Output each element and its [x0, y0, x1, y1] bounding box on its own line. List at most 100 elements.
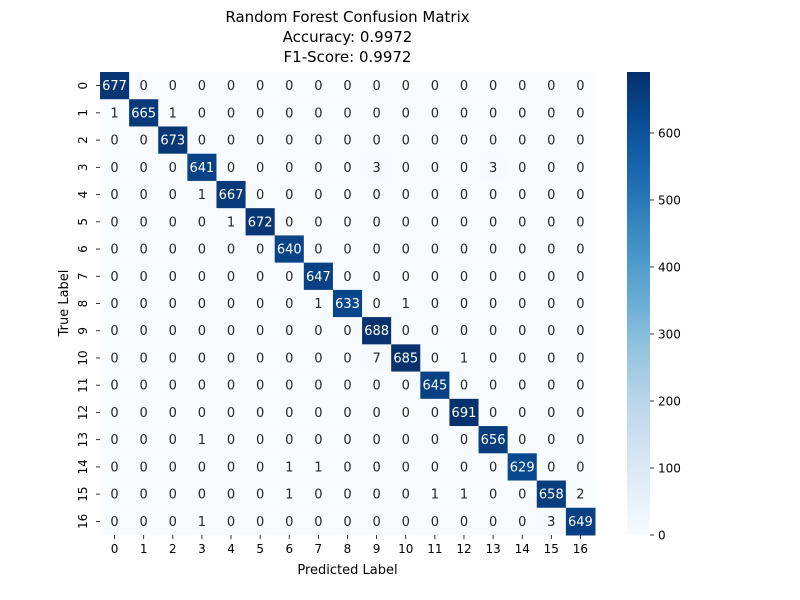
- cell-value-label: 0: [372, 215, 380, 230]
- heatmap-cell: [129, 126, 159, 155]
- cell-value-label: 0: [547, 433, 555, 448]
- heatmap-cell: [507, 480, 538, 509]
- cell-value-label: 0: [576, 433, 584, 448]
- cell-value-label: 0: [110, 488, 118, 503]
- heatmap-cell: [332, 72, 363, 100]
- heatmap-cell: [362, 426, 392, 454]
- cell-value-label: 0: [576, 215, 584, 230]
- heatmap-cell: [100, 344, 130, 373]
- heatmap-cell: [536, 480, 567, 509]
- heatmap-cell: [245, 72, 276, 100]
- heatmap-cell: [274, 262, 305, 291]
- heatmap-cell: [274, 398, 305, 427]
- x-tick-label: 12: [456, 542, 471, 556]
- cell-value-label: 0: [227, 433, 235, 448]
- cell-value-label: 0: [227, 134, 235, 149]
- cell-value-label: 0: [489, 79, 497, 94]
- cell-value-label: 0: [110, 460, 118, 475]
- heatmap-cell: [507, 317, 538, 345]
- cell-value-label: 0: [343, 351, 351, 366]
- cell-value-label: 0: [431, 134, 439, 149]
- cell-value-label: 685: [393, 351, 418, 366]
- heatmap-cell: [187, 398, 217, 427]
- heatmap-cell: [362, 208, 392, 236]
- cell-value-label: 0: [576, 324, 584, 339]
- cell-value-label: 656: [481, 433, 506, 448]
- heatmap-cell: [187, 426, 217, 454]
- heatmap-cell: [449, 99, 480, 127]
- cell-value-label: 0: [140, 406, 148, 421]
- heatmap-cell: [362, 235, 392, 264]
- heatmap-cell: [158, 453, 188, 482]
- heatmap-cell: [362, 99, 392, 127]
- x-tick-label: 6: [285, 542, 293, 556]
- heatmap-cell: [129, 72, 159, 100]
- cell-value-label: 0: [227, 161, 235, 176]
- heatmap-cell: [245, 480, 276, 509]
- y-tick-label: 1: [76, 109, 90, 117]
- heatmap-cell: [129, 371, 159, 400]
- heatmap-cell: [303, 126, 334, 155]
- heatmap-cell: [303, 317, 334, 345]
- cell-value-label: 0: [198, 270, 206, 285]
- heatmap-cell: [420, 507, 450, 536]
- cell-value-label: 0: [402, 106, 410, 121]
- heatmap-cell: [391, 398, 421, 427]
- cell-value-label: 0: [489, 243, 497, 258]
- cell-value-label: 0: [547, 270, 555, 285]
- heatmap-cell: [100, 317, 130, 345]
- heatmap-cell: [420, 180, 450, 209]
- cell-value-label: 1: [460, 488, 468, 503]
- heatmap-cell: [216, 72, 247, 100]
- cell-value-label: 0: [256, 134, 264, 149]
- colorbar-tick-label: 400: [658, 260, 681, 274]
- heatmap-cell: [100, 99, 130, 127]
- cell-value-label: 1: [198, 433, 206, 448]
- heatmap-cell: [129, 235, 159, 264]
- cell-value-label: 0: [285, 79, 293, 94]
- cell-value-label: 0: [489, 188, 497, 203]
- cell-value-label: 0: [576, 351, 584, 366]
- heatmap-cell: [449, 371, 480, 400]
- heatmap-cell: [274, 480, 305, 509]
- heatmap-cell: [216, 317, 247, 345]
- heatmap-cell: [362, 507, 392, 536]
- cell-value-label: 0: [518, 324, 526, 339]
- cell-value-label: 0: [285, 161, 293, 176]
- cell-value-label: 0: [576, 134, 584, 149]
- cell-value-label: 0: [547, 106, 555, 121]
- cell-value-label: 0: [372, 188, 380, 203]
- cell-value-label: 0: [256, 460, 264, 475]
- cell-value-label: 0: [110, 351, 118, 366]
- heatmap-cell: [274, 453, 305, 482]
- y-tick-label: 0: [76, 82, 90, 90]
- cell-value-label: 0: [460, 161, 468, 176]
- cell-value-label: 1: [285, 460, 293, 475]
- cell-value-label: 0: [431, 106, 439, 121]
- cell-value-label: 0: [285, 106, 293, 121]
- cell-value-label: 0: [285, 188, 293, 203]
- heatmap-cell: [274, 153, 305, 182]
- heatmap-cell: [187, 262, 217, 291]
- cell-value-label: 0: [402, 379, 410, 394]
- cell-value-label: 0: [489, 460, 497, 475]
- heatmap-cell: [507, 99, 538, 127]
- heatmap-cell: [187, 153, 217, 182]
- cell-value-label: 0: [576, 106, 584, 121]
- heatmap-cell: [158, 208, 188, 236]
- heatmap-cell: [129, 99, 159, 127]
- cell-value-label: 0: [314, 406, 322, 421]
- heatmap-cell: [332, 344, 363, 373]
- heatmap-cell: [391, 480, 421, 509]
- cell-value-label: 0: [314, 351, 322, 366]
- heatmap-cell: [507, 453, 538, 482]
- heatmap-cell: [565, 398, 596, 427]
- cell-value-label: 0: [140, 215, 148, 230]
- cell-value-label: 0: [343, 379, 351, 394]
- heatmap-cell: [187, 480, 217, 509]
- cell-value-label: 0: [110, 379, 118, 394]
- cell-value-label: 0: [372, 379, 380, 394]
- cell-value-label: 0: [169, 351, 177, 366]
- cell-value-label: 677: [102, 79, 127, 94]
- heatmap-cell: [100, 126, 130, 155]
